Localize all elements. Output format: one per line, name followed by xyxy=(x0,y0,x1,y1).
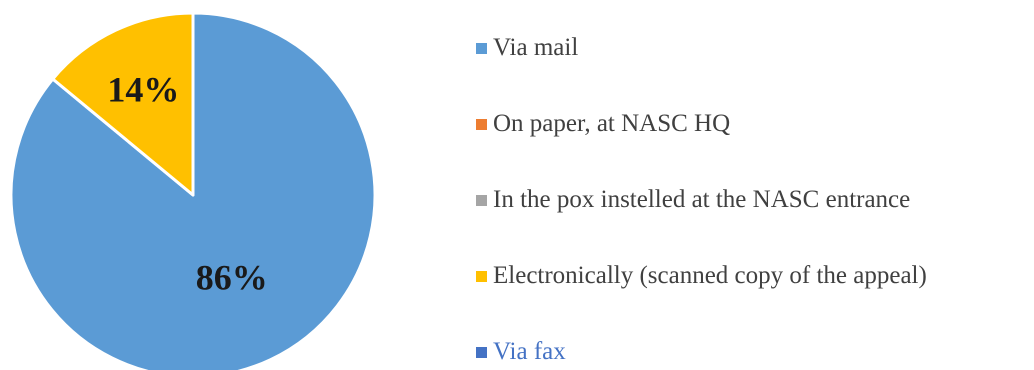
pie-slice-electronically-scanned-copy-of-the-appeal xyxy=(51,11,195,197)
legend-swatch xyxy=(476,346,487,358)
pie-data-label-electronically-scanned-copy-of-the-appeal: 14% xyxy=(107,70,179,110)
pie-chart: 86% 14% xyxy=(9,11,377,370)
legend-label: In the pox instelled at the NASC entranc… xyxy=(493,186,911,213)
legend-label: On paper, at NASC HQ xyxy=(493,110,731,137)
legend-swatch xyxy=(476,194,487,206)
pie-slice-via-mail xyxy=(9,11,377,370)
legend-label: Electronically (scanned copy of the appe… xyxy=(493,262,927,289)
legend-item-via-fax: Via fax xyxy=(476,336,927,368)
pie-data-label-via-mail: 86% xyxy=(196,257,268,297)
pie-labels: 86% 14% xyxy=(107,70,267,298)
legend-item-on-paper-at-nasc-hq: On paper, at NASC HQ xyxy=(476,108,927,140)
chart-legend: Via mail On paper, at NASC HQ In the pox i… xyxy=(476,32,927,368)
legend-item-in-the-pox-instelled-at-the-nasc-entrance: In the pox instelled at the NASC entranc… xyxy=(476,184,927,216)
pie-slices xyxy=(9,11,377,370)
legend-label: Via fax xyxy=(493,338,566,365)
legend-swatch xyxy=(476,118,487,130)
legend-swatch xyxy=(476,42,487,54)
legend-item-electronically-scanned-copy-of-the-appeal: Electronically (scanned copy of the appe… xyxy=(476,260,927,292)
legend-label: Via mail xyxy=(493,34,579,61)
legend-item-via-mail: Via mail xyxy=(476,32,927,64)
legend-swatch xyxy=(476,270,487,282)
